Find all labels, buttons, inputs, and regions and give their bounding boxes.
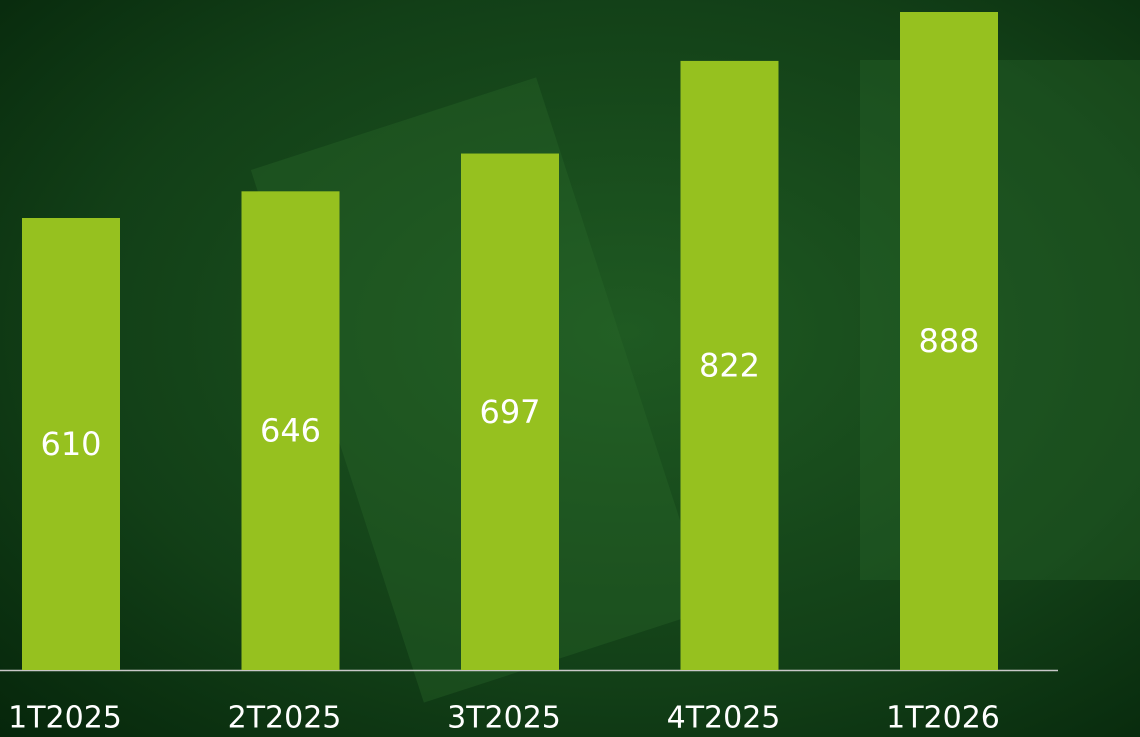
bar: [22, 217, 120, 671]
bar: [241, 191, 340, 670]
x-tick-label: 3T2025: [447, 701, 561, 736]
bar: [461, 153, 559, 670]
value-label: 610: [40, 425, 101, 463]
value-label: 822: [699, 346, 760, 384]
x-tick-label: 1T2025: [8, 701, 122, 736]
value-label: 888: [918, 322, 979, 360]
bar: [900, 12, 998, 670]
value-label: 697: [479, 393, 540, 431]
bar: [680, 60, 779, 671]
x-tick-label: 2T2025: [228, 701, 342, 736]
x-tick-label: 4T2025: [667, 701, 781, 736]
x-tick-label: 1T2026: [886, 701, 1000, 736]
value-label: 646: [260, 412, 321, 450]
